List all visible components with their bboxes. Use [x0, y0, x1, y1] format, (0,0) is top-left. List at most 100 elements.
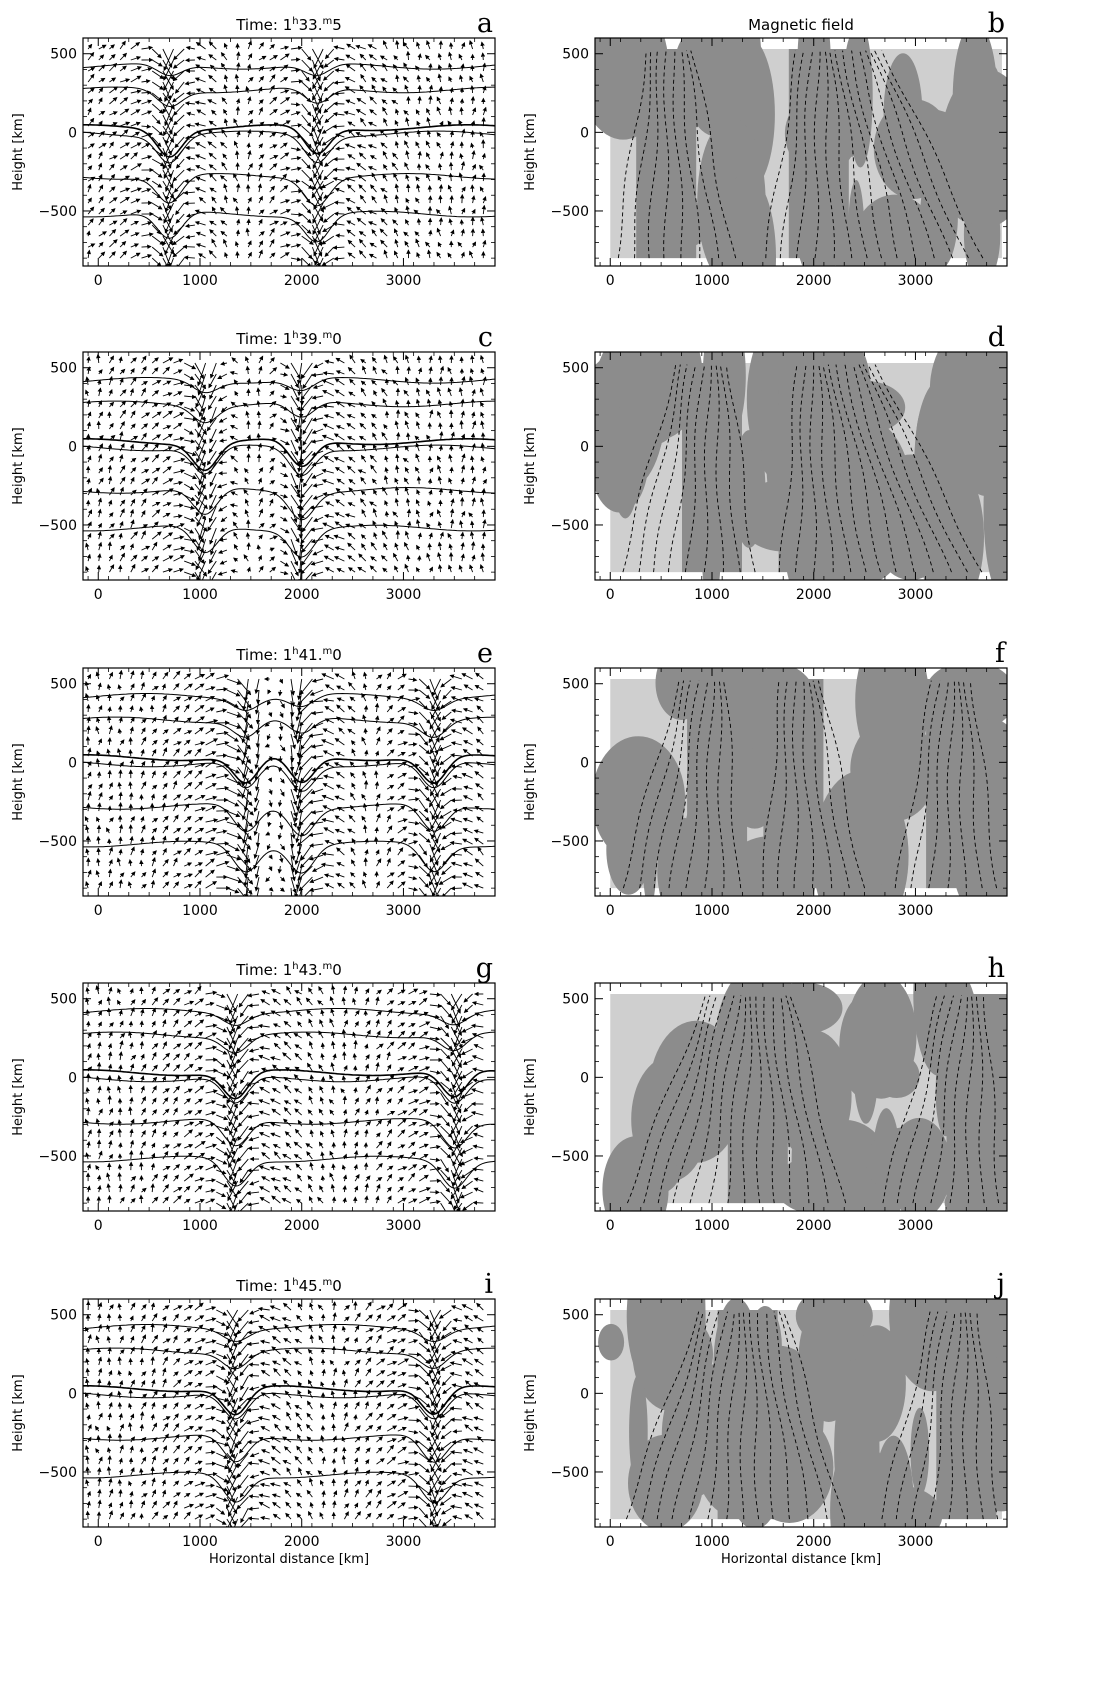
- velocity-arrow: [216, 1485, 229, 1492]
- velocity-arrow: [441, 777, 452, 786]
- velocity-arrow: [437, 521, 443, 529]
- velocity-arrow: [184, 1328, 192, 1333]
- velocity-arrow: [209, 220, 217, 226]
- velocity-arrow: [382, 150, 388, 160]
- velocity-arrow: [408, 742, 418, 747]
- velocity-arrow: [418, 1320, 432, 1332]
- velocity-arrow: [428, 63, 433, 72]
- velocity-arrow: [290, 362, 301, 380]
- velocity-arrow: [209, 187, 217, 193]
- velocity-arrow: [449, 840, 462, 846]
- velocity-arrow: [437, 399, 443, 408]
- velocity-arrow: [473, 1358, 484, 1366]
- velocity-arrow: [322, 522, 334, 529]
- velocity-arrow: [255, 711, 261, 725]
- velocity-arrow: [334, 673, 345, 680]
- field-line: [668, 364, 697, 573]
- velocity-arrow: [217, 571, 228, 576]
- x-tick-label: 2000: [796, 1534, 832, 1550]
- velocity-arrow: [415, 421, 421, 430]
- velocity-arrow: [464, 1438, 473, 1443]
- velocity-arrow: [350, 872, 356, 878]
- velocity-arrow: [118, 1142, 123, 1149]
- velocity-arrow: [323, 555, 335, 562]
- velocity-arrow: [216, 1364, 226, 1370]
- velocity-arrow: [439, 733, 452, 741]
- velocity-arrow: [404, 354, 410, 364]
- velocity-arrow: [194, 1019, 205, 1028]
- velocity-arrow: [151, 357, 159, 364]
- velocity-arrow: [381, 530, 388, 540]
- velocity-arrow: [354, 1118, 359, 1127]
- shade-blob: [629, 1374, 648, 1489]
- velocity-arrow: [98, 231, 107, 237]
- velocity-arrow: [319, 1096, 325, 1105]
- velocity-arrow: [351, 859, 356, 867]
- velocity-arrow: [246, 378, 251, 386]
- velocity-arrow: [271, 1088, 281, 1094]
- velocity-arrow: [258, 154, 265, 160]
- iso-contour: [83, 124, 495, 158]
- velocity-arrow: [236, 62, 241, 72]
- velocity-arrow: [424, 241, 431, 248]
- velocity-arrow: [107, 1502, 113, 1509]
- velocity-arrow: [98, 217, 105, 226]
- velocity-arrow: [330, 1129, 335, 1138]
- velocity-arrow: [342, 1095, 348, 1105]
- velocity-arrow: [162, 1403, 167, 1410]
- velocity-arrow: [311, 180, 324, 199]
- iso-contour: [83, 524, 495, 558]
- velocity-arrow: [173, 873, 182, 878]
- velocity-arrow: [397, 730, 405, 735]
- velocity-arrow: [162, 257, 168, 266]
- velocity-arrow: [86, 1140, 91, 1149]
- velocity-arrow: [365, 1346, 371, 1355]
- velocity-arrow: [235, 218, 241, 226]
- velocity-arrow: [220, 516, 228, 523]
- velocity-arrow: [268, 799, 273, 808]
- velocity-arrow: [107, 769, 112, 779]
- velocity-arrow: [211, 206, 217, 215]
- velocity-arrow: [477, 1337, 484, 1344]
- velocity-arrow: [449, 151, 454, 160]
- velocity-arrow: [469, 250, 474, 259]
- iso-contour: [83, 210, 495, 243]
- velocity-arrow: [108, 1401, 113, 1410]
- velocity-arrow: [86, 1185, 91, 1193]
- velocity-arrow: [162, 1019, 167, 1028]
- velocity-arrow: [290, 257, 302, 262]
- velocity-arrow: [87, 117, 95, 127]
- velocity-arrow: [184, 1121, 195, 1127]
- velocity-arrow: [269, 155, 279, 160]
- velocity-arrow: [260, 1449, 270, 1454]
- velocity-arrow: [218, 450, 228, 455]
- velocity-arrow: [151, 434, 162, 441]
- velocity-arrow: [138, 1194, 144, 1204]
- velocity-arrow: [447, 184, 452, 193]
- velocity-arrow: [358, 184, 367, 193]
- velocity-arrow: [119, 52, 128, 61]
- velocity-arrow: [448, 172, 454, 182]
- velocity-arrow: [205, 827, 218, 834]
- velocity-arrow: [319, 1446, 324, 1454]
- velocity-arrow: [280, 744, 286, 752]
- velocity-arrow: [441, 1375, 452, 1387]
- velocity-arrow: [130, 252, 141, 259]
- velocity-arrow: [270, 1056, 281, 1061]
- velocity-arrow: [216, 816, 230, 823]
- velocity-arrow: [205, 1428, 217, 1433]
- velocity-arrow: [237, 1430, 249, 1446]
- velocity-arrow: [219, 527, 228, 532]
- velocity-arrow: [387, 1493, 397, 1498]
- velocity-arrow: [109, 239, 118, 248]
- x-tick-label: 0: [606, 903, 615, 919]
- velocity-arrow: [394, 420, 399, 430]
- velocity-arrow: [165, 246, 174, 266]
- y-tick-label: 500: [562, 47, 589, 63]
- velocity-arrow: [258, 565, 264, 573]
- velocity-arrow: [269, 367, 278, 375]
- velocity-arrow: [376, 1370, 386, 1377]
- velocity-arrow: [85, 1510, 91, 1520]
- velocity-arrow: [183, 1042, 193, 1050]
- velocity-arrow: [397, 1144, 406, 1149]
